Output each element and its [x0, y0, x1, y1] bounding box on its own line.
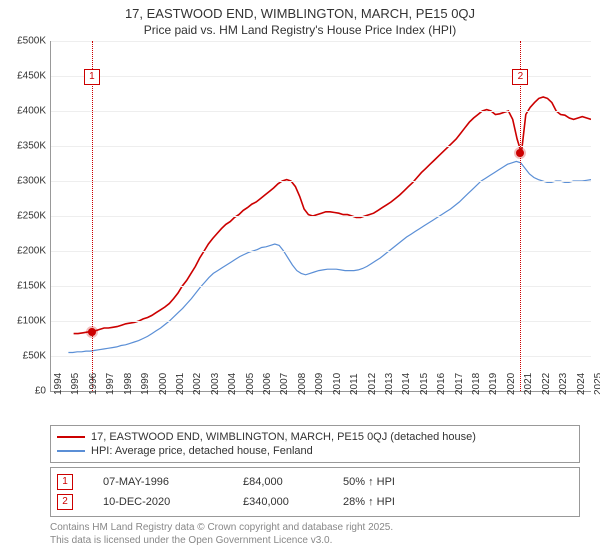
legend: 17, EASTWOOD END, WIMBLINGTON, MARCH, PE…	[50, 425, 580, 463]
gridline	[51, 146, 591, 147]
x-tick-label: 2019	[488, 373, 499, 395]
gridline	[51, 356, 591, 357]
x-tick-label: 2004	[227, 373, 238, 395]
marker-table-box: 2	[57, 494, 73, 510]
y-tick-label: £250K	[17, 211, 46, 222]
chart: £0 £50K £100K £150K £200K £250K £300K £350K £400…	[0, 41, 600, 421]
gridline	[51, 216, 591, 217]
y-tick-label: £500K	[17, 36, 46, 47]
x-tick-label: 2001	[175, 373, 186, 395]
x-axis: 1994199519961997199819992000200120022003…	[50, 391, 590, 421]
marker-table-box: 1	[57, 474, 73, 490]
footer-line-1: Contains HM Land Registry data © Crown c…	[50, 521, 580, 534]
x-tick-label: 2008	[297, 373, 308, 395]
gridline	[51, 286, 591, 287]
marker-table-row: 1 07-MAY-1996 £84,000 50% ↑ HPI	[57, 472, 573, 492]
y-tick-label: £450K	[17, 71, 46, 82]
x-tick-label: 1995	[70, 373, 81, 395]
marker-dot	[88, 328, 96, 336]
marker-table-price: £340,000	[243, 496, 313, 508]
gridline	[51, 76, 591, 77]
gridline	[51, 251, 591, 252]
x-tick-label: 2005	[245, 373, 256, 395]
x-tick-label: 2013	[384, 373, 395, 395]
legend-row: 17, EASTWOOD END, WIMBLINGTON, MARCH, PE…	[57, 430, 573, 444]
y-tick-label: £350K	[17, 141, 46, 152]
marker-table-row: 2 10-DEC-2020 £340,000 28% ↑ HPI	[57, 492, 573, 512]
x-tick-label: 2010	[332, 373, 343, 395]
y-tick-label: £400K	[17, 106, 46, 117]
x-tick-label: 2000	[158, 373, 169, 395]
y-tick-label: £50K	[23, 351, 46, 362]
x-tick-label: 2009	[314, 373, 325, 395]
x-tick-label: 1996	[88, 373, 99, 395]
marker-vline	[520, 41, 521, 391]
x-tick-label: 2012	[367, 373, 378, 395]
page-title: 17, EASTWOOD END, WIMBLINGTON, MARCH, PE…	[0, 0, 600, 21]
gridline	[51, 181, 591, 182]
marker-table-price: £84,000	[243, 476, 313, 488]
marker-table-pct: 28% ↑ HPI	[343, 496, 433, 508]
x-tick-label: 2014	[401, 373, 412, 395]
gridline	[51, 111, 591, 112]
y-tick-label: £200K	[17, 246, 46, 257]
x-tick-label: 2011	[349, 373, 360, 395]
y-tick-label: £300K	[17, 176, 46, 187]
legend-label: HPI: Average price, detached house, Fenl…	[91, 445, 313, 457]
series-line	[68, 161, 591, 352]
x-tick-label: 2015	[419, 373, 430, 395]
x-tick-label: 2018	[471, 373, 482, 395]
marker-dot	[516, 149, 524, 157]
footer: Contains HM Land Registry data © Crown c…	[50, 521, 580, 547]
x-tick-label: 2025	[593, 373, 600, 395]
x-tick-label: 2003	[210, 373, 221, 395]
legend-swatch	[57, 450, 85, 452]
page-subtitle: Price paid vs. HM Land Registry's House …	[0, 21, 600, 41]
plot-area: 12	[50, 41, 591, 392]
gridline	[51, 41, 591, 42]
x-tick-label: 1997	[105, 373, 116, 395]
gridline	[51, 321, 591, 322]
x-tick-label: 1998	[123, 373, 134, 395]
footer-line-2: This data is licensed under the Open Gov…	[50, 534, 580, 547]
x-tick-label: 2023	[558, 373, 569, 395]
y-tick-label: £150K	[17, 281, 46, 292]
legend-row: HPI: Average price, detached house, Fenl…	[57, 444, 573, 458]
x-tick-label: 2007	[279, 373, 290, 395]
marker-box: 1	[84, 69, 100, 85]
x-tick-label: 2020	[506, 373, 517, 395]
x-tick-label: 2021	[523, 373, 534, 395]
x-tick-label: 2017	[454, 373, 465, 395]
x-tick-label: 2002	[192, 373, 203, 395]
marker-table: 1 07-MAY-1996 £84,000 50% ↑ HPI 2 10-DEC-2020…	[50, 467, 580, 517]
legend-swatch	[57, 436, 85, 438]
marker-table-pct: 50% ↑ HPI	[343, 476, 433, 488]
marker-vline	[92, 41, 93, 391]
marker-table-date: 07-MAY-1996	[103, 476, 213, 488]
x-tick-label: 2016	[436, 373, 447, 395]
x-tick-label: 2024	[576, 373, 587, 395]
y-axis: £0£50K£100K£150K£200K£250K£300K£350K£400…	[0, 41, 50, 391]
y-tick-label: £100K	[17, 316, 46, 327]
marker-table-date: 10-DEC-2020	[103, 496, 213, 508]
x-tick-label: 2006	[262, 373, 273, 395]
x-tick-label: 1999	[140, 373, 151, 395]
y-tick-label: £0	[35, 386, 46, 397]
legend-label: 17, EASTWOOD END, WIMBLINGTON, MARCH, PE…	[91, 431, 476, 443]
marker-box: 2	[512, 69, 528, 85]
x-tick-label: 2022	[541, 373, 552, 395]
x-tick-label: 1994	[53, 373, 64, 395]
